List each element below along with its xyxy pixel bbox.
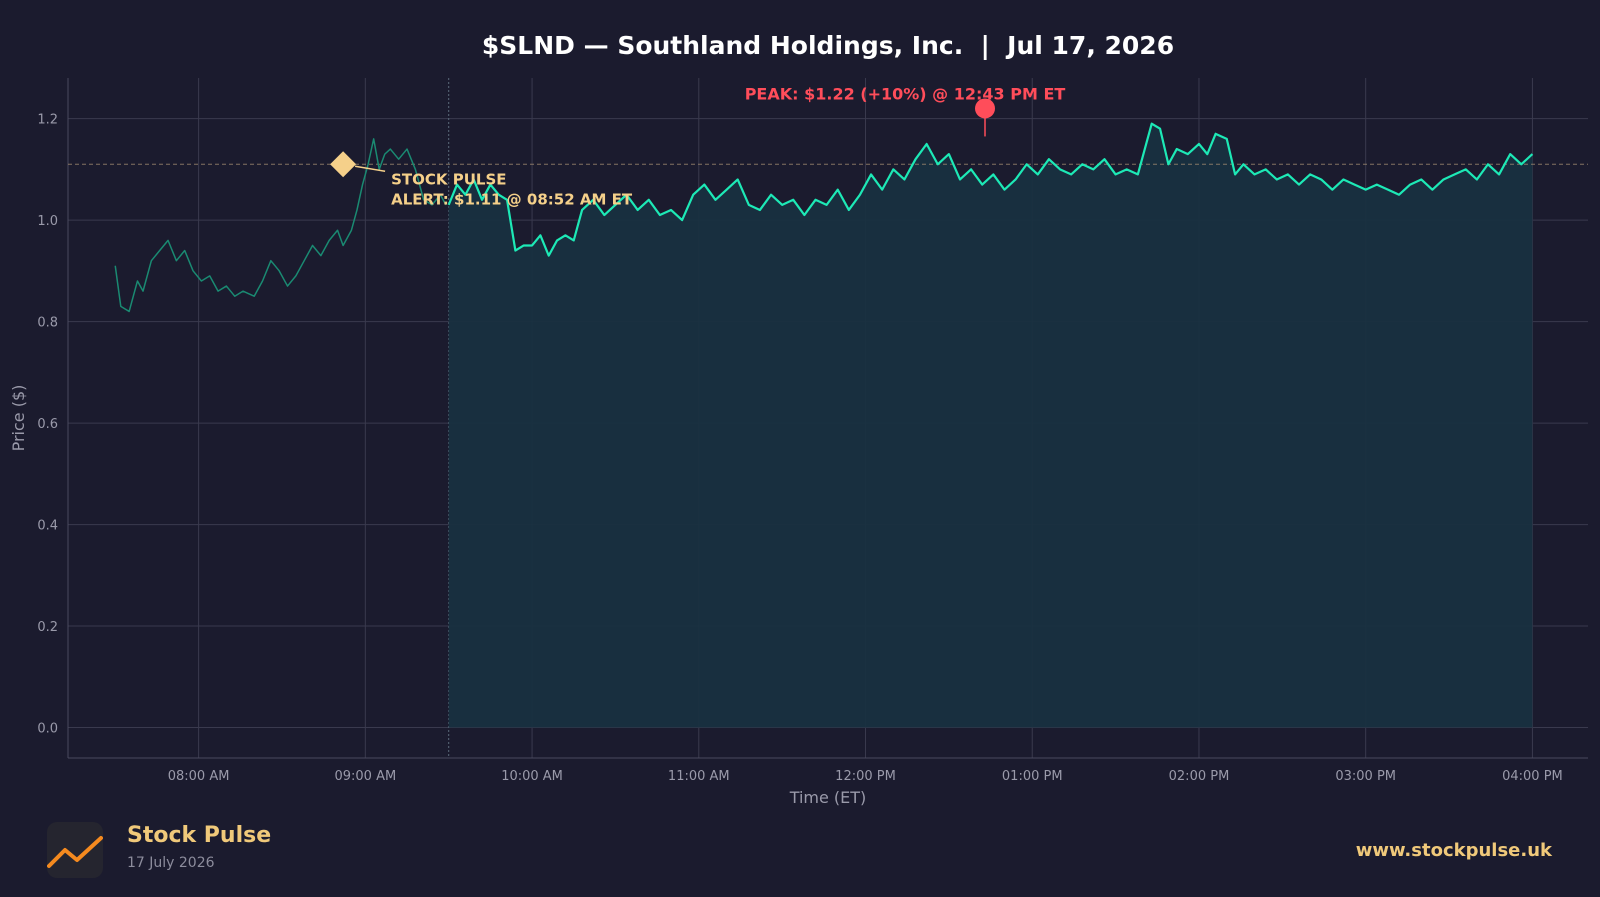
y-tick-label: 0.0 xyxy=(37,722,58,737)
x-tick-label: 04:00 PM xyxy=(1502,769,1563,784)
x-tick-label: 01:00 PM xyxy=(1002,769,1063,784)
alert-label-line1: STOCK PULSE xyxy=(391,170,506,188)
alert-label-line2: ALERT: $1.11 @ 08:52 AM ET xyxy=(391,190,633,208)
annotations: STOCK PULSE ALERT: $1.11 @ 08:52 AM ET PEA… xyxy=(330,84,1065,208)
x-tick-label: 08:00 AM xyxy=(168,769,230,784)
y-tick-label: 0.6 xyxy=(37,417,58,432)
y-tick-label: 0.4 xyxy=(37,519,58,534)
series xyxy=(68,122,1588,728)
alert-diamond-marker xyxy=(330,151,357,178)
premarket-price-line xyxy=(114,138,447,313)
y-tick-label: 1.2 xyxy=(37,113,58,128)
x-tick-label: 03:00 PM xyxy=(1335,769,1396,784)
y-axis-label: Price ($) xyxy=(9,385,28,452)
x-axis-label: Time (ET) xyxy=(789,788,867,807)
x-tick-label: 11:00 AM xyxy=(668,769,730,784)
trend-line-icon xyxy=(47,836,103,868)
y-tick-label: 0.8 xyxy=(37,316,58,331)
x-tick-label: 09:00 AM xyxy=(334,769,396,784)
x-tick-label: 02:00 PM xyxy=(1169,769,1230,784)
y-tick-label: 1.0 xyxy=(37,214,58,229)
brand-logo xyxy=(47,822,103,878)
x-tick-label: 10:00 AM xyxy=(501,769,563,784)
y-tick-label: 0.2 xyxy=(37,620,58,635)
peak-marker xyxy=(975,98,996,119)
brand-website-link[interactable]: www.stockpulse.uk xyxy=(1355,840,1552,861)
session-fill-area xyxy=(448,123,1533,728)
brand-date: 17 July 2026 xyxy=(127,855,215,871)
x-tick-label: 12:00 PM xyxy=(835,769,896,784)
peak-label: PEAK: $1.22 (+10%) @ 12:43 PM ET xyxy=(745,84,1066,103)
brand-name: Stock Pulse xyxy=(127,823,272,848)
axes: 0.0 0.2 0.4 0.6 0.8 1.0 1.2 08:00 AM 09:00 AM 10:… xyxy=(37,78,1588,784)
alert-leader-line xyxy=(354,165,386,173)
session-price-line xyxy=(447,122,1534,257)
chart-title: $SLND — Southland Holdings, Inc. | Jul 1… xyxy=(482,31,1174,60)
